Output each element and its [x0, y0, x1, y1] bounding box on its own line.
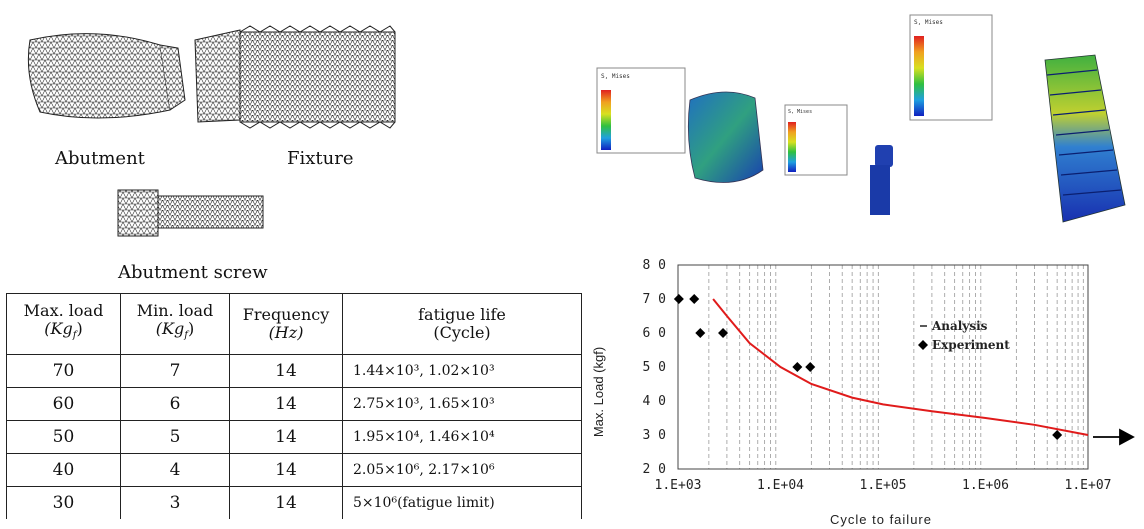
fixture-contour: [1044, 54, 1126, 223]
y-tick-label: 7 0: [643, 292, 666, 307]
legend-experiment-label: Experiment: [932, 338, 1010, 352]
fea-drawings: S, Mises S, Mises S, Mises: [596, 14, 1126, 223]
x-tick-label: 1.E+05: [860, 478, 907, 493]
cell-max: 50: [6, 420, 121, 454]
chart-series: [673, 294, 1089, 440]
y-tick-label: 6 0: [643, 326, 666, 341]
cell-min: 7: [120, 354, 230, 388]
x-tick-label: 1.E+04: [757, 478, 804, 493]
cell-life: 2.75×10³, 1.65×10³: [342, 387, 582, 421]
sn-chart: 2 0 3 0 4 0 5 0 6 0 7 0 8 0 1.E+03 1.E+04 1.E+05…: [591, 258, 1135, 527]
experiment-point: [673, 294, 684, 304]
screw-thread-mesh: [157, 195, 264, 229]
cell-min: 6: [120, 387, 230, 421]
header-max-load: Max. load (Kgf): [6, 293, 121, 355]
contour-legend-fixture: S, Mises: [909, 14, 993, 121]
screw-contour-head: [875, 145, 893, 167]
cell-max: 40: [6, 453, 121, 487]
y-tick-label: 8 0: [643, 258, 666, 273]
cell-max: 60: [6, 387, 121, 421]
cell-freq: 14: [229, 453, 343, 487]
x-tick-label: 1.E+07: [1065, 478, 1112, 493]
cell-max: 70: [6, 354, 121, 388]
fixture-label: Fixture: [287, 148, 354, 169]
cell-freq: 14: [229, 387, 343, 421]
cell-freq: 14: [229, 486, 343, 519]
cell-life: 1.95×10⁴, 1.46×10⁴: [342, 420, 582, 454]
svg-text:S, Mises: S, Mises: [914, 19, 943, 26]
cell-life: 1.44×10³, 1.02×10³: [342, 354, 582, 388]
abutment-mesh: [27, 33, 171, 119]
screw-head-mesh: [117, 189, 159, 237]
mesh-figure: Abutment Fixture Abutment screw: [0, 0, 400, 290]
chart-grid: [708, 265, 1084, 469]
table-row: 50 5 14 1.95×10⁴, 1.46×10⁴: [6, 420, 582, 454]
experiment-point: [718, 328, 729, 338]
y-tick-label: 2 0: [643, 462, 666, 477]
experiment-point: [792, 362, 803, 372]
mesh-drawings: [27, 25, 396, 237]
table-row: 60 6 14 2.75×10³, 1.65×10³: [6, 387, 582, 421]
cell-max: 30: [6, 486, 121, 519]
legend-analysis-label: Analysis: [931, 319, 988, 333]
table-header-row: Max. load (Kgf) Min. load (Kgf) Frequency(…: [6, 293, 582, 355]
header-fatigue-life: fatigue life (Cycle): [342, 293, 582, 355]
header-min-load: Min. load (Kgf): [120, 293, 230, 355]
y-tick-label: 5 0: [643, 360, 666, 375]
abutment-screw-label: Abutment screw: [118, 262, 268, 283]
table-row: 40 4 14 2.05×10⁶, 2.17×10⁶: [6, 453, 582, 487]
cell-min: 5: [120, 420, 230, 454]
header-frequency: Frequency (Hz): [229, 293, 343, 355]
abutment-contour: [687, 91, 764, 183]
svg-text:S, Mises: S, Mises: [601, 73, 630, 80]
abutment-label: Abutment: [55, 148, 145, 169]
x-tick-label: 1.E+06: [962, 478, 1009, 493]
chart-axes: [677, 264, 1089, 470]
contour-legend-abutment: S, Mises: [596, 67, 686, 154]
experiment-point: [805, 362, 816, 372]
cell-min: 4: [120, 453, 230, 487]
cell-life: 2.05×10⁶, 2.17×10⁶: [342, 453, 582, 487]
series-line-analysis: [712, 298, 1089, 436]
cell-life: 5×10⁶(fatigue limit): [342, 486, 582, 519]
y-tick-label: 3 0: [643, 428, 666, 443]
table-row: 70 7 14 1.44×10³, 1.02×10³: [6, 354, 582, 388]
fatigue-limit-arrow-icon: [1093, 428, 1135, 446]
svg-text:S, Mises: S, Mises: [788, 109, 812, 115]
chart-legend: Analysis Experiment: [918, 319, 1010, 352]
fixture-thread-mesh: [239, 31, 396, 123]
fea-figure: S, Mises S, Mises S, Mises: [585, 0, 1144, 245]
fatigue-table: Max. load (Kgf) Min. load (Kgf) Frequency(…: [6, 293, 582, 519]
contour-legend-screw: S, Mises: [784, 104, 848, 176]
y-tick-labels: 2 0 3 0 4 0 5 0 6 0 7 0 8 0: [643, 258, 666, 477]
cell-freq: 14: [229, 420, 343, 454]
table-row: 30 3 14 5×10⁶(fatigue limit): [6, 486, 582, 519]
y-axis-title: Max. Load (kgf): [591, 347, 606, 437]
x-tick-labels: 1.E+03 1.E+04 1.E+05 1.E+06 1.E+07: [655, 478, 1112, 493]
fixture-mesh: [194, 29, 241, 123]
cell-min: 3: [120, 486, 230, 519]
experiment-point: [1052, 430, 1063, 440]
screw-contour-thread: [870, 165, 890, 215]
experiment-point: [695, 328, 706, 338]
experiment-point: [689, 294, 700, 304]
plot-frame: [677, 264, 1089, 470]
cell-freq: 14: [229, 354, 343, 388]
legend-experiment-marker: [918, 340, 928, 350]
x-tick-label: 1.E+03: [655, 478, 702, 493]
y-tick-label: 4 0: [643, 394, 666, 409]
x-axis-title: Cycle to failure: [830, 512, 932, 527]
